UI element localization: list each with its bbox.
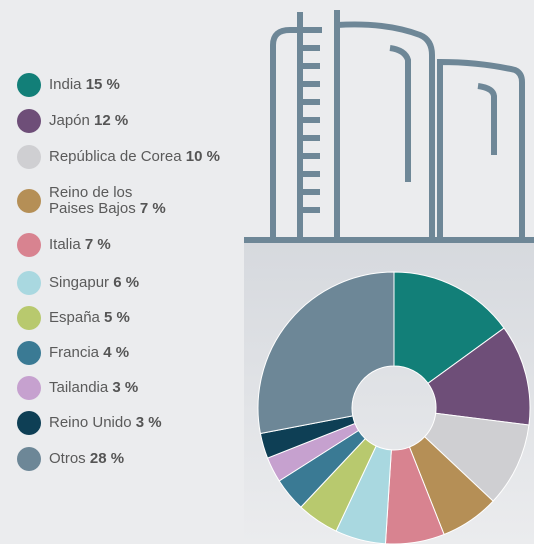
legend-value: 3 % [112, 379, 139, 396]
legend-swatch [17, 411, 41, 435]
donut-slice [427, 327, 531, 426]
legend-name: Reino Unido [49, 414, 132, 431]
legend-label: Singapur 6 % [49, 275, 139, 291]
legend-item: Tailandia 3 % [17, 376, 138, 400]
legend-swatch [17, 376, 41, 400]
legend-label: Reino Unido 3 % [49, 415, 162, 431]
legend-item: Singapur 6 % [17, 271, 139, 295]
legend-label: India 15 % [49, 77, 120, 93]
legend-item: Reino de los Paises Bajos 7 % [17, 185, 171, 217]
legend-swatch [17, 447, 41, 471]
legend-item: Reino Unido 3 % [17, 411, 162, 435]
legend-item: Japón 12 % [17, 109, 128, 133]
legend-name: República de Corea [49, 148, 182, 165]
legend-value: 7 % [84, 236, 111, 253]
donut [257, 271, 531, 544]
legend-label: Italia 7 % [49, 237, 111, 253]
legend-name: India [49, 76, 82, 93]
legend-swatch [17, 145, 41, 169]
legend-value: 15 % [85, 76, 120, 93]
legend-label: República de Corea 10 % [49, 149, 220, 165]
legend-value: 5 % [104, 309, 130, 326]
legend-swatch [17, 341, 41, 365]
legend-swatch [17, 189, 41, 213]
legend-swatch [17, 306, 41, 330]
legend-name: Singapur [49, 274, 110, 291]
legend-label: Reino de los Paises Bajos 7 % [49, 185, 171, 217]
legend-label: Francia 4 % [49, 345, 129, 361]
tank-icon [244, 10, 534, 243]
legend-value: 4 % [103, 344, 130, 361]
legend-label: Otros 28 % [49, 451, 124, 467]
legend-item: Francia 4 % [17, 341, 129, 365]
legend-label: Japón 12 % [49, 113, 128, 129]
donut-slice [393, 271, 505, 385]
legend-item: España 5 % [17, 306, 130, 330]
legend-name: Reino de los Paises Bajos [49, 184, 136, 217]
legend-name: Tailandia [49, 379, 109, 396]
legend-item: República de Corea 10 % [17, 145, 220, 169]
legend-value: 12 % [94, 112, 129, 129]
legend-value: 7 % [139, 200, 166, 217]
legend-item: India 15 % [17, 73, 120, 97]
legend-swatch [17, 73, 41, 97]
legend-value: 10 % [185, 148, 220, 165]
donut-slice [257, 271, 395, 435]
legend-label: Tailandia 3 % [49, 380, 138, 396]
legend-value: 28 % [89, 450, 125, 467]
legend-name: Otros [49, 450, 86, 467]
legend-swatch [17, 233, 41, 257]
legend-name: España [49, 309, 100, 326]
legend-item: Otros 28 % [17, 447, 124, 471]
legend-name: Italia [49, 236, 81, 253]
legend-name: Japón [49, 112, 90, 129]
legend-swatch [17, 271, 41, 295]
legend-item: Italia 7 % [17, 233, 111, 257]
legend-value: 6 % [113, 274, 140, 291]
legend-name: Francia [49, 344, 100, 361]
legend-label: España 5 % [49, 310, 130, 326]
legend-value: 3 % [135, 414, 162, 431]
legend-swatch [17, 109, 41, 133]
